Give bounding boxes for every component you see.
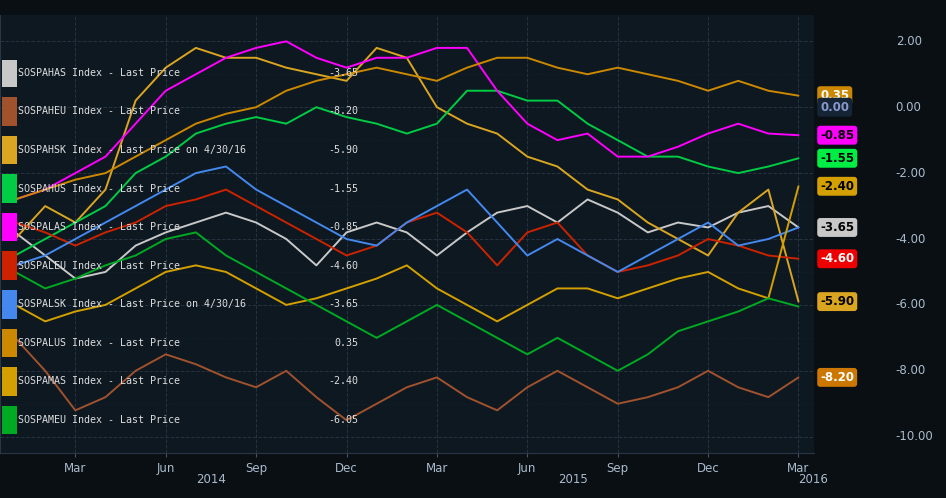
Text: -2.40: -2.40 bbox=[820, 180, 854, 193]
Text: -8.00: -8.00 bbox=[896, 365, 926, 377]
Text: -3.65: -3.65 bbox=[328, 299, 358, 309]
Bar bbox=[3, 290, 17, 319]
Text: -8.20: -8.20 bbox=[820, 371, 854, 384]
Bar bbox=[3, 59, 17, 87]
Text: SOSPAHAS Index - Last Price: SOSPAHAS Index - Last Price bbox=[18, 68, 180, 78]
Text: SOSPALEU Index - Last Price: SOSPALEU Index - Last Price bbox=[18, 261, 180, 271]
Text: 0.35: 0.35 bbox=[820, 89, 850, 102]
Text: SOSPAHEU Index - Last Price: SOSPAHEU Index - Last Price bbox=[18, 107, 180, 117]
Bar bbox=[3, 251, 17, 280]
Text: -5.90: -5.90 bbox=[820, 295, 854, 308]
Text: -6.05: -6.05 bbox=[328, 415, 358, 425]
Text: -5.90: -5.90 bbox=[328, 145, 358, 155]
Text: SOSPAMEU Index - Last Price: SOSPAMEU Index - Last Price bbox=[18, 415, 180, 425]
Text: SOSPALSK Index - Last Price on 4/30/16: SOSPALSK Index - Last Price on 4/30/16 bbox=[18, 299, 246, 309]
Text: 2014: 2014 bbox=[196, 473, 226, 486]
Bar bbox=[3, 136, 17, 164]
Text: -0.85: -0.85 bbox=[820, 128, 854, 142]
Text: -4.00: -4.00 bbox=[896, 233, 926, 246]
Text: -1.55: -1.55 bbox=[820, 152, 854, 165]
Text: -3.65: -3.65 bbox=[820, 221, 854, 234]
Text: SOSPALUS Index - Last Price: SOSPALUS Index - Last Price bbox=[18, 338, 180, 348]
Text: 2016: 2016 bbox=[798, 473, 829, 486]
Text: -4.60: -4.60 bbox=[328, 261, 358, 271]
Text: SOSPALAS Index - Last Price: SOSPALAS Index - Last Price bbox=[18, 222, 180, 232]
Text: -3.65: -3.65 bbox=[328, 68, 358, 78]
Text: SOSPAHUS Index - Last Price: SOSPAHUS Index - Last Price bbox=[18, 184, 180, 194]
Text: 0.00: 0.00 bbox=[820, 101, 850, 114]
Text: 0.35: 0.35 bbox=[334, 338, 358, 348]
Bar bbox=[3, 97, 17, 125]
Text: SOSPAHSK Index - Last Price on 4/30/16: SOSPAHSK Index - Last Price on 4/30/16 bbox=[18, 145, 246, 155]
Text: -10.00: -10.00 bbox=[896, 430, 934, 443]
Text: -8.20: -8.20 bbox=[328, 107, 358, 117]
Text: -2.40: -2.40 bbox=[328, 376, 358, 386]
Text: -2.00: -2.00 bbox=[896, 167, 926, 180]
Text: -6.00: -6.00 bbox=[896, 298, 926, 311]
Bar bbox=[3, 329, 17, 357]
Text: -1.55: -1.55 bbox=[328, 184, 358, 194]
Bar bbox=[3, 213, 17, 242]
Text: SOSPAMAS Index - Last Price: SOSPAMAS Index - Last Price bbox=[18, 376, 180, 386]
Text: 2015: 2015 bbox=[557, 473, 587, 486]
Text: 2.00: 2.00 bbox=[896, 35, 921, 48]
Text: -4.60: -4.60 bbox=[820, 252, 854, 265]
Bar bbox=[3, 406, 17, 434]
Bar bbox=[3, 367, 17, 396]
Bar bbox=[3, 174, 17, 203]
Text: -0.85: -0.85 bbox=[328, 222, 358, 232]
Text: 0.00: 0.00 bbox=[896, 101, 921, 114]
